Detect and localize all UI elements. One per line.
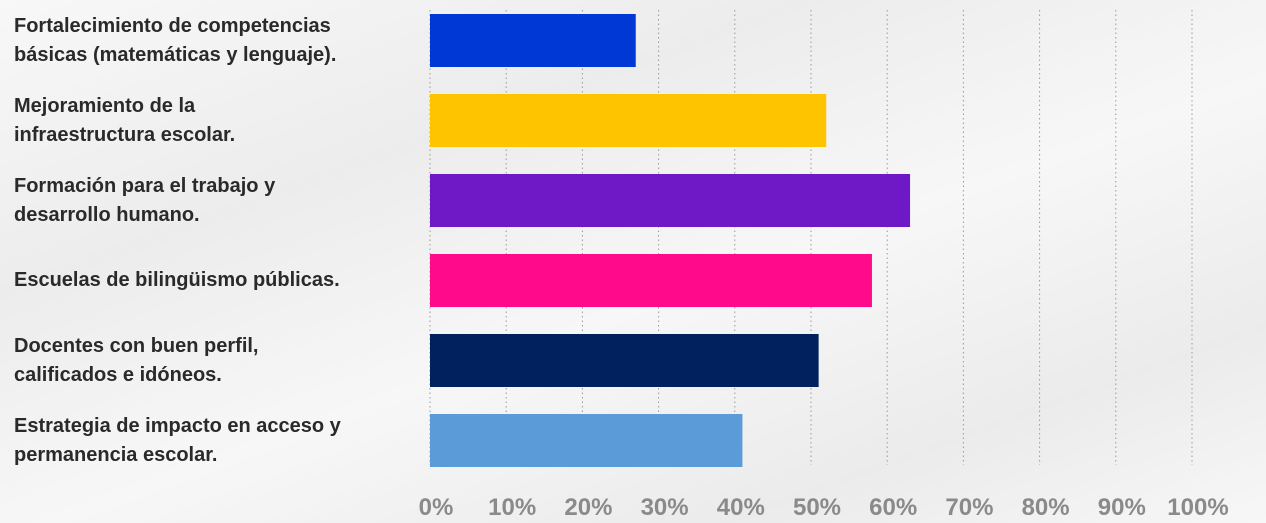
x-tick-label: 0% [419, 494, 454, 521]
category-label: Docentes con buen perfil, calificados e … [14, 334, 259, 386]
grid-lines [429, 10, 1193, 465]
bar [430, 94, 827, 147]
x-tick-label: 70% [945, 494, 993, 521]
x-tick-label: 80% [1022, 494, 1070, 521]
bar [430, 414, 743, 467]
x-tick-label: 40% [717, 494, 765, 521]
category-label: Escuelas de bilingüismo públicas. [14, 269, 340, 291]
x-tick-label: 10% [488, 494, 536, 521]
x-tick-label: 90% [1098, 494, 1146, 521]
category-label: Fortalecimiento de competencias básicas … [14, 14, 337, 66]
x-tick-label: 100% [1167, 494, 1228, 521]
category-label: Formación para el trabajo y desarrollo h… [14, 174, 276, 226]
x-tick-label: 50% [793, 494, 841, 521]
category-label: Estrategia de impacto en acceso y perman… [14, 414, 341, 466]
x-tick-label: 30% [641, 494, 689, 521]
bar [430, 14, 636, 67]
category-label: Mejoramiento de la infraestructura escol… [14, 94, 236, 146]
x-tick-label: 60% [869, 494, 917, 521]
bars [430, 14, 911, 467]
x-tick-label: 20% [564, 494, 612, 521]
bar [430, 254, 872, 307]
x-axis-ticks: 0% 10% 20% 30% 40% 50% 60% 70% 80% 90% 100% [419, 494, 1229, 521]
bar [430, 334, 819, 387]
bar [430, 174, 911, 227]
